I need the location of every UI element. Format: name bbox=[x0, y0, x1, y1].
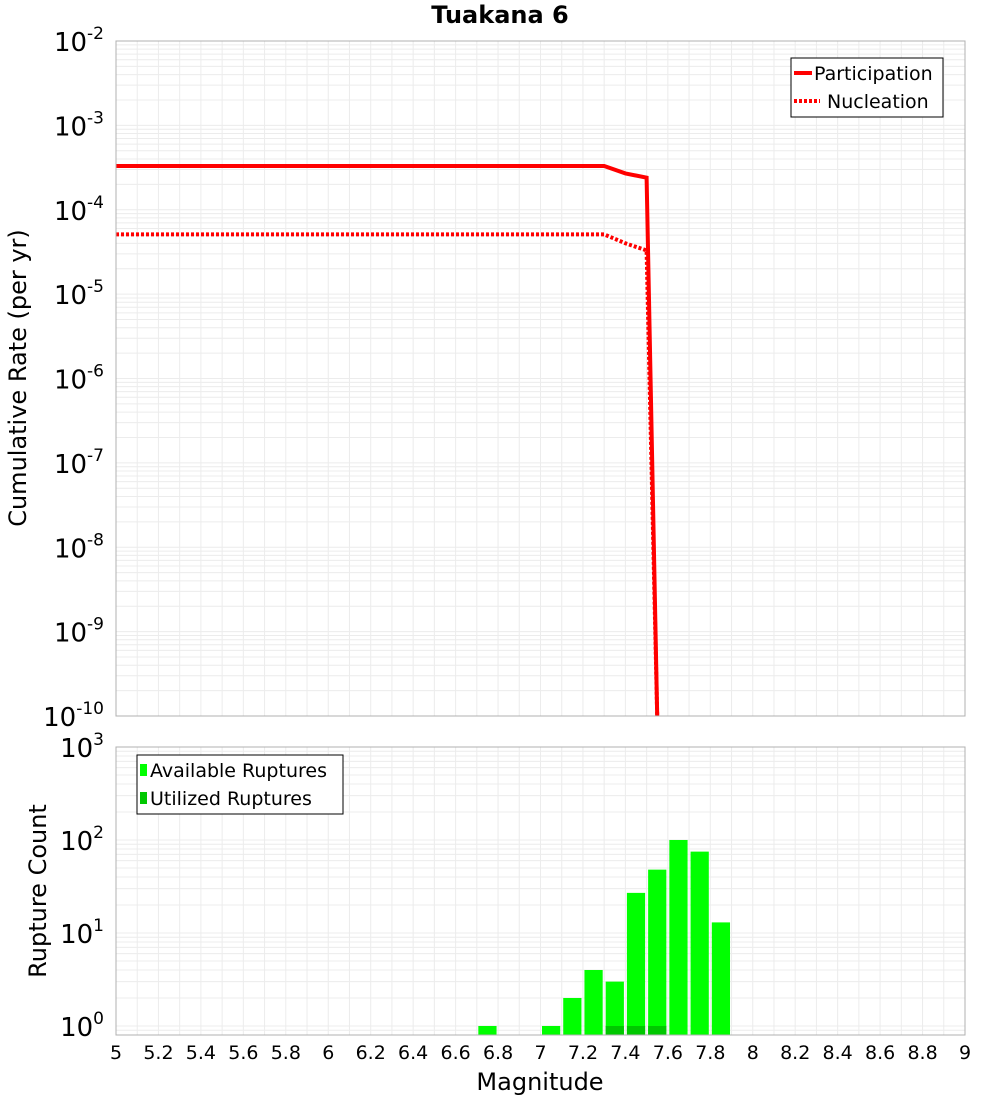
legend-available-swatch bbox=[140, 764, 147, 776]
x-tick-label: 7.2 bbox=[568, 1042, 598, 1064]
x-tick-label: 8 bbox=[747, 1042, 759, 1064]
top-y-tick-label: 10-3 bbox=[54, 108, 104, 142]
x-tick-label: 5 bbox=[110, 1042, 122, 1064]
x-tick-label: 8.8 bbox=[907, 1042, 937, 1064]
top-y-tick-label: 10-4 bbox=[54, 193, 104, 227]
nucleation-line bbox=[116, 232, 660, 717]
bottom-y-tick-label: 103 bbox=[60, 730, 104, 764]
x-tick-label: 5.4 bbox=[186, 1042, 216, 1064]
top-y-tick-label: 10-5 bbox=[54, 277, 104, 311]
x-tick-label: 7.6 bbox=[653, 1042, 683, 1064]
x-tick-label: 8.2 bbox=[780, 1042, 810, 1064]
legend-utilized-label: Utilized Ruptures bbox=[150, 788, 312, 810]
x-tick-label: 7.8 bbox=[695, 1042, 725, 1064]
x-tick-label: 8.6 bbox=[865, 1042, 895, 1064]
bottom-y-tick-label: 101 bbox=[60, 916, 104, 950]
x-tick-label: 5.6 bbox=[228, 1042, 258, 1064]
x-tick-label: 5.8 bbox=[271, 1042, 301, 1064]
available-rupture-bar bbox=[669, 839, 688, 1035]
x-tick-label: 8.4 bbox=[823, 1042, 853, 1064]
top-legend-box bbox=[790, 57, 944, 118]
x-axis-label: Magnitude bbox=[476, 1068, 603, 1096]
x-tick-labels: 5 5.2 5.4 5.6 5.8 6 6.2 6.4 6.6 6.8 7 7.2 7.4 7.6 7.8 8… bbox=[110, 1042, 971, 1064]
available-rupture-bar bbox=[563, 997, 582, 1035]
x-tick-label: 7 bbox=[534, 1042, 546, 1064]
legend-participation-label: Participation bbox=[814, 63, 933, 85]
utilized-rupture-bar bbox=[605, 1026, 624, 1035]
chart-title: Tuakana 6 bbox=[431, 1, 569, 29]
legend-available-label: Available Ruptures bbox=[150, 760, 327, 782]
available-rupture-bar bbox=[626, 892, 646, 1035]
top-y-tick-label: 10-10 bbox=[43, 699, 104, 733]
rate-lines bbox=[116, 164, 660, 717]
top-y-tick-label: 10-2 bbox=[54, 24, 104, 58]
x-tick-label: 6.8 bbox=[483, 1042, 513, 1064]
available-rupture-bar bbox=[711, 922, 731, 1035]
top-y-tick-label: 10-7 bbox=[54, 446, 104, 480]
top-plot-frame bbox=[115, 40, 966, 717]
legend-nucleation-label: Nucleation bbox=[827, 91, 929, 113]
top-y-axis-label: Cumulative Rate (per yr) bbox=[4, 229, 32, 527]
x-tick-label: 5.2 bbox=[143, 1042, 173, 1064]
legend-utilized-swatch bbox=[140, 792, 147, 804]
available-rupture-bar bbox=[478, 1025, 497, 1035]
participation-line bbox=[116, 164, 660, 717]
utilized-rupture-bar bbox=[648, 1026, 667, 1035]
bottom-y-tick-labels: 103 102 101 100 bbox=[60, 730, 104, 1043]
x-tick-label: 6.2 bbox=[356, 1042, 386, 1064]
top-y-tick-label: 10-9 bbox=[54, 615, 104, 649]
top-y-tick-labels: 10-2 10-3 10-4 10-5 10-6 10-7 10-8 10-9 10-10 bbox=[43, 24, 104, 733]
bottom-y-axis-label: Rupture Count bbox=[24, 804, 52, 978]
x-tick-label: 6.6 bbox=[440, 1042, 470, 1064]
available-rupture-bar bbox=[690, 851, 709, 1035]
bottom-plot-frame bbox=[115, 746, 966, 1036]
bottom-y-tick-label: 102 bbox=[60, 823, 104, 857]
available-rupture-bar bbox=[584, 969, 603, 1035]
x-tick-label: 6.4 bbox=[398, 1042, 428, 1064]
top-legend: Participation Nucleation bbox=[790, 57, 944, 118]
rupture-bars bbox=[478, 839, 731, 1035]
available-rupture-bar bbox=[542, 1025, 561, 1035]
top-y-tick-label: 10-6 bbox=[54, 362, 104, 396]
x-tick-label: 9 bbox=[959, 1042, 971, 1064]
bottom-legend-box bbox=[136, 754, 344, 815]
bottom-y-tick-label: 100 bbox=[60, 1009, 104, 1043]
utilized-rupture-bar bbox=[626, 1026, 646, 1035]
top-plot-grid bbox=[115, 41, 966, 717]
top-y-tick-label: 10-8 bbox=[54, 530, 104, 564]
bottom-legend: Available Ruptures Utilized Ruptures bbox=[136, 754, 344, 815]
available-rupture-bar bbox=[605, 981, 624, 1035]
x-tick-label: 7.4 bbox=[610, 1042, 640, 1064]
x-tick-label: 6 bbox=[322, 1042, 334, 1064]
available-rupture-bar bbox=[648, 869, 667, 1035]
